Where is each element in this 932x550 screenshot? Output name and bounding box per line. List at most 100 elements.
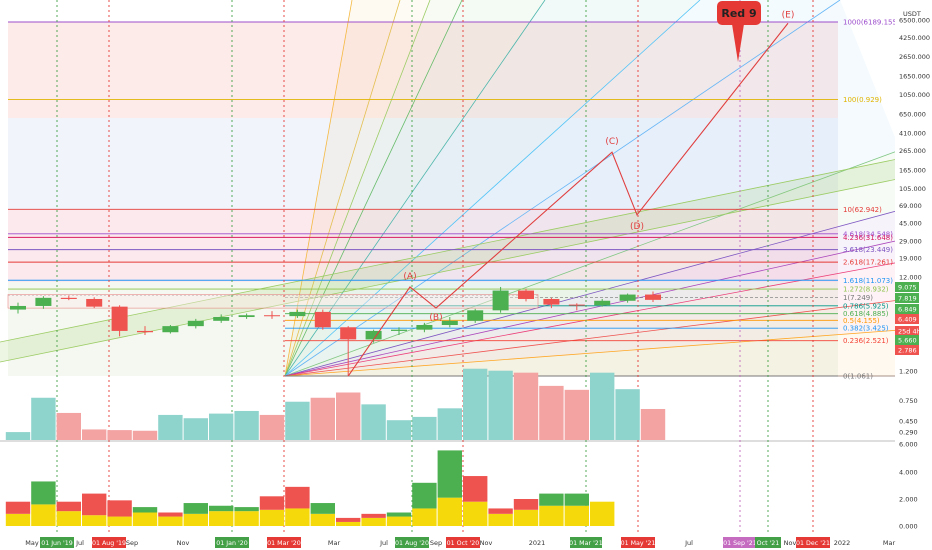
date-badge-bg (215, 537, 249, 548)
osc-bar-top (234, 507, 259, 512)
date-badge[interactable]: 01 Oct '20 (446, 537, 480, 548)
date-badge-label: 01 Jan '20 (216, 540, 247, 547)
osc-bar-top (539, 493, 564, 506)
price-tick: 69.000 (899, 202, 922, 210)
volume-bar (158, 414, 183, 440)
date-badge-bg (446, 537, 480, 548)
candle-body (568, 304, 585, 306)
price-badge (895, 304, 919, 314)
price-tick: 29.000 (899, 237, 922, 245)
wave-label-1: (B) (429, 313, 442, 323)
price-badge-label: 7.819 (898, 295, 917, 303)
volume-bar (640, 408, 666, 440)
candle-body (391, 329, 407, 331)
osc-bar-top (158, 512, 183, 517)
osc-bar-base (564, 505, 589, 526)
date-badge[interactable]: 01 Aug '19 (92, 537, 126, 548)
fan-line-9 (284, 239, 901, 377)
volume-bars (5, 368, 666, 440)
date-badge-label: 01 Sep '21 (723, 540, 757, 547)
date-badge-bg (40, 537, 74, 548)
osc-bar-top (361, 513, 386, 518)
date-badge-label: 01 Mar '21 (569, 540, 603, 547)
volume-bar (31, 397, 56, 440)
volume-bar (564, 389, 589, 440)
fib-label-3: 4.618(34.548) (843, 230, 893, 238)
fan-line-10 (284, 261, 901, 377)
date-badge[interactable]: 01 Aug '20 (395, 537, 429, 548)
date-badge[interactable]: 01 Dec '21 (796, 537, 830, 548)
date-badge-label: 01 Oct '20 (447, 540, 480, 547)
volume-bar (361, 404, 386, 440)
osc-bar-top (386, 512, 412, 517)
fib-label-2: 10(62.942) (843, 206, 882, 214)
fan-zone-6 (285, 0, 900, 376)
date-badge[interactable]: 01 Mar '20 (267, 537, 301, 548)
fib-label-12: 0.5(4.155) (843, 317, 880, 325)
fib-label-14: 0.236(2.521) (843, 337, 889, 345)
osc-bar-top (82, 493, 107, 516)
candle-body (111, 306, 128, 331)
price-badge (895, 314, 919, 324)
axis-bg (895, 0, 932, 550)
candle-body (86, 298, 103, 307)
price-badge (895, 282, 919, 292)
date-label: Jul (684, 539, 693, 547)
osc-bar-base (488, 513, 513, 526)
date-badge-label: 01 Jun '19 (41, 540, 73, 547)
price-tick: 105.000 (899, 185, 926, 193)
osc-bar-base (234, 511, 259, 526)
time-axis[interactable]: May Jul Sep Nov Mar Jul Sep Nov 2021 Jul Nov 2022 Ma… (0, 534, 932, 550)
date-badge-label: Oct '21 (757, 540, 780, 547)
osc-bar-top (488, 508, 513, 514)
osc-tick: 2.000 (899, 496, 918, 504)
date-label: May (25, 539, 39, 547)
osc-bar-base (183, 513, 208, 526)
date-badge-bg (92, 537, 126, 548)
wave-label-0: (A) (403, 272, 416, 282)
volume-bar (234, 410, 259, 440)
fib-label-6: 2.618(17.261) (843, 259, 893, 267)
osc-bar-base (437, 497, 462, 526)
oscillator-panel (5, 450, 615, 526)
osc-tick: 6.000 (899, 441, 918, 449)
price-tick: 1650.000 (899, 72, 930, 80)
date-badge-bg (621, 537, 655, 548)
date-badge[interactable]: 01 Jan '20 (215, 537, 249, 548)
price-tick: 6500.000 (899, 16, 930, 24)
fib-label-9: 1(7.249) (843, 294, 873, 302)
date-label: Nov (177, 539, 190, 547)
date-badge[interactable]: 01 Sep '21 (723, 537, 757, 548)
osc-bar-top (183, 503, 208, 514)
fib-label-0: 1000(6189.155) (843, 18, 900, 26)
price-tick: 165.000 (899, 166, 926, 174)
osc-bar-base (31, 504, 56, 526)
volume-bar (590, 372, 615, 440)
osc-bar-base (209, 511, 234, 526)
fib-label-15: 0(1.061) (843, 373, 873, 381)
osc-bar-top (310, 503, 335, 514)
osc-bar-base (590, 501, 615, 526)
volume-bar (259, 414, 285, 440)
date-badge[interactable]: 01 Mar '21 (569, 537, 603, 548)
osc-bar-top (259, 496, 285, 510)
osc-bar-top (513, 499, 539, 510)
price-badge-label: 6.409 (898, 316, 917, 324)
osc-bar-base (132, 512, 158, 526)
date-badge[interactable]: 01 Jun '19 (40, 537, 74, 548)
red9-text: Red 9 (721, 7, 756, 20)
candle-body (594, 300, 611, 306)
volume-bar (412, 416, 437, 440)
osc-bar-base (513, 509, 539, 526)
date-badge[interactable]: Oct '21 (755, 537, 781, 548)
wave-projection: (A) (B) (C) (D) (E) Red 9 (347, 1, 794, 377)
volume-bar (5, 432, 31, 440)
candle-body (35, 297, 52, 306)
candle-body (60, 297, 77, 299)
date-badge[interactable]: 01 May '21 (621, 537, 656, 548)
red9-bubble (717, 1, 761, 25)
osc-bar-top (437, 450, 462, 498)
osc-bar-top (285, 486, 310, 509)
date-label: Sep (126, 539, 138, 547)
volume-bar (183, 418, 208, 440)
